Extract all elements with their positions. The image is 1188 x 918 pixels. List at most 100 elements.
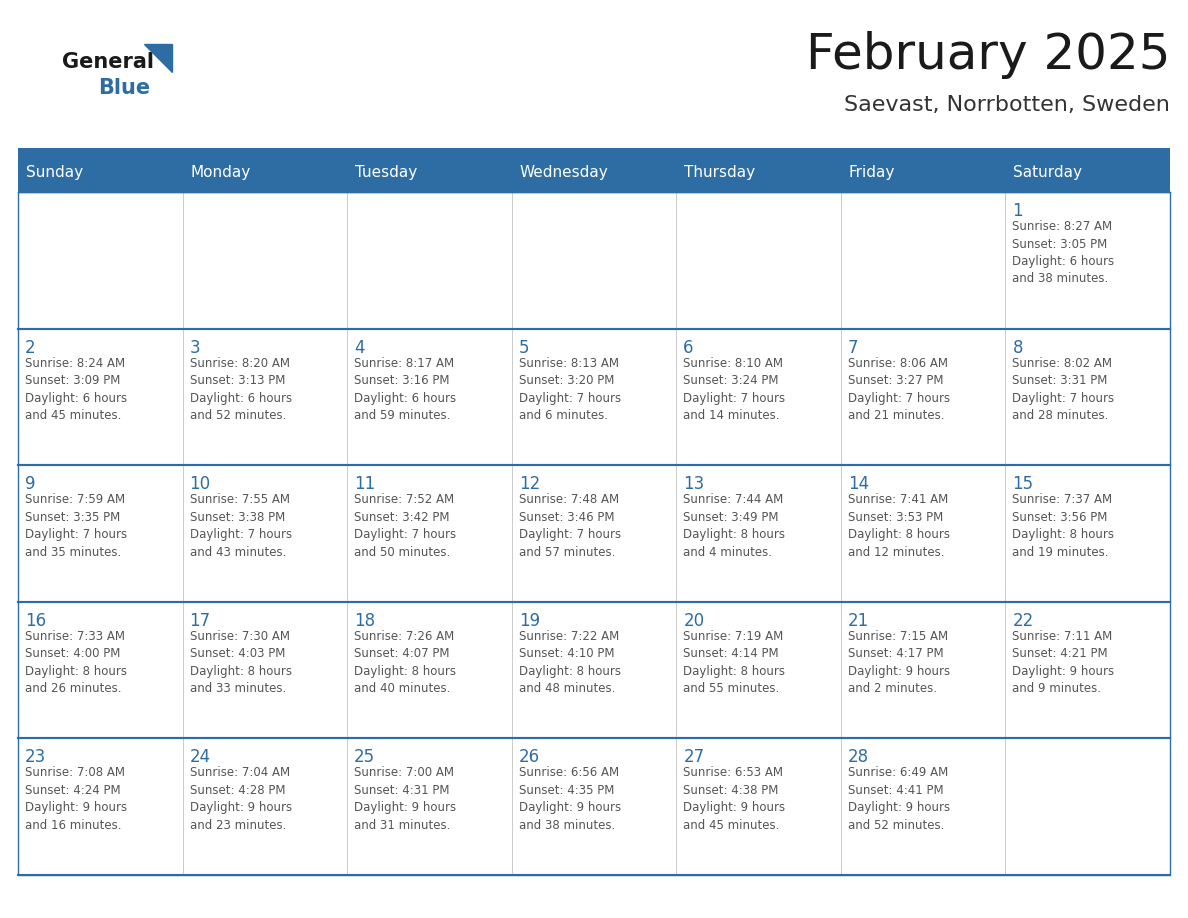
- Bar: [676, 154, 841, 192]
- Bar: [18, 738, 183, 875]
- Bar: [676, 329, 841, 465]
- Bar: [18, 192, 183, 329]
- Text: Sunrise: 8:20 AM
Sunset: 3:13 PM
Daylight: 6 hours
and 52 minutes.: Sunrise: 8:20 AM Sunset: 3:13 PM Dayligh…: [190, 356, 292, 422]
- Text: Sunrise: 7:08 AM
Sunset: 4:24 PM
Daylight: 9 hours
and 16 minutes.: Sunrise: 7:08 AM Sunset: 4:24 PM Dayligh…: [25, 767, 127, 832]
- Bar: [1005, 602, 1170, 738]
- Text: Sunrise: 7:30 AM
Sunset: 4:03 PM
Daylight: 8 hours
and 33 minutes.: Sunrise: 7:30 AM Sunset: 4:03 PM Dayligh…: [190, 630, 291, 695]
- Bar: [347, 192, 512, 329]
- Text: 8: 8: [1012, 339, 1023, 356]
- Text: Saevast, Norrbotten, Sweden: Saevast, Norrbotten, Sweden: [845, 95, 1170, 115]
- Text: Sunrise: 7:15 AM
Sunset: 4:17 PM
Daylight: 9 hours
and 2 minutes.: Sunrise: 7:15 AM Sunset: 4:17 PM Dayligh…: [848, 630, 950, 695]
- Bar: [676, 192, 841, 329]
- Text: 22: 22: [1012, 611, 1034, 630]
- Text: Saturday: Saturday: [1013, 165, 1082, 181]
- Bar: [18, 602, 183, 738]
- Text: 18: 18: [354, 611, 375, 630]
- Bar: [18, 148, 1170, 154]
- Bar: [1005, 329, 1170, 465]
- Text: Sunrise: 7:33 AM
Sunset: 4:00 PM
Daylight: 8 hours
and 26 minutes.: Sunrise: 7:33 AM Sunset: 4:00 PM Dayligh…: [25, 630, 127, 695]
- Text: 6: 6: [683, 339, 694, 356]
- Text: 7: 7: [848, 339, 859, 356]
- Text: Sunrise: 7:48 AM
Sunset: 3:46 PM
Daylight: 7 hours
and 57 minutes.: Sunrise: 7:48 AM Sunset: 3:46 PM Dayligh…: [519, 493, 621, 559]
- Text: Sunrise: 7:11 AM
Sunset: 4:21 PM
Daylight: 9 hours
and 9 minutes.: Sunrise: 7:11 AM Sunset: 4:21 PM Dayligh…: [1012, 630, 1114, 695]
- Text: General: General: [62, 52, 154, 72]
- Text: Sunrise: 8:13 AM
Sunset: 3:20 PM
Daylight: 7 hours
and 6 minutes.: Sunrise: 8:13 AM Sunset: 3:20 PM Dayligh…: [519, 356, 621, 422]
- Bar: [1005, 154, 1170, 192]
- Text: Sunrise: 8:06 AM
Sunset: 3:27 PM
Daylight: 7 hours
and 21 minutes.: Sunrise: 8:06 AM Sunset: 3:27 PM Dayligh…: [848, 356, 950, 422]
- Text: Thursday: Thursday: [684, 165, 756, 181]
- Bar: [1005, 192, 1170, 329]
- Bar: [18, 192, 1170, 875]
- Bar: [512, 738, 676, 875]
- Text: 25: 25: [354, 748, 375, 767]
- Text: 16: 16: [25, 611, 46, 630]
- Bar: [183, 154, 347, 192]
- Text: 4: 4: [354, 339, 365, 356]
- Text: 10: 10: [190, 476, 210, 493]
- Text: 27: 27: [683, 748, 704, 767]
- Bar: [183, 329, 347, 465]
- Text: Sunrise: 7:19 AM
Sunset: 4:14 PM
Daylight: 8 hours
and 55 minutes.: Sunrise: 7:19 AM Sunset: 4:14 PM Dayligh…: [683, 630, 785, 695]
- Bar: [347, 602, 512, 738]
- Text: February 2025: February 2025: [805, 31, 1170, 79]
- Text: Sunrise: 6:49 AM
Sunset: 4:41 PM
Daylight: 9 hours
and 52 minutes.: Sunrise: 6:49 AM Sunset: 4:41 PM Dayligh…: [848, 767, 950, 832]
- Text: Sunrise: 6:53 AM
Sunset: 4:38 PM
Daylight: 9 hours
and 45 minutes.: Sunrise: 6:53 AM Sunset: 4:38 PM Dayligh…: [683, 767, 785, 832]
- Bar: [841, 192, 1005, 329]
- Text: Sunrise: 6:56 AM
Sunset: 4:35 PM
Daylight: 9 hours
and 38 minutes.: Sunrise: 6:56 AM Sunset: 4:35 PM Dayligh…: [519, 767, 621, 832]
- Text: Sunrise: 8:24 AM
Sunset: 3:09 PM
Daylight: 6 hours
and 45 minutes.: Sunrise: 8:24 AM Sunset: 3:09 PM Dayligh…: [25, 356, 127, 422]
- Text: Sunrise: 8:27 AM
Sunset: 3:05 PM
Daylight: 6 hours
and 38 minutes.: Sunrise: 8:27 AM Sunset: 3:05 PM Dayligh…: [1012, 220, 1114, 285]
- Text: 26: 26: [519, 748, 539, 767]
- Text: 13: 13: [683, 476, 704, 493]
- Bar: [347, 154, 512, 192]
- Bar: [183, 192, 347, 329]
- Bar: [676, 602, 841, 738]
- Bar: [676, 738, 841, 875]
- Text: 19: 19: [519, 611, 539, 630]
- Bar: [676, 465, 841, 602]
- Bar: [1005, 465, 1170, 602]
- Bar: [347, 738, 512, 875]
- Text: 24: 24: [190, 748, 210, 767]
- Bar: [841, 738, 1005, 875]
- Bar: [841, 465, 1005, 602]
- Text: 12: 12: [519, 476, 541, 493]
- Text: Sunrise: 7:55 AM
Sunset: 3:38 PM
Daylight: 7 hours
and 43 minutes.: Sunrise: 7:55 AM Sunset: 3:38 PM Dayligh…: [190, 493, 292, 559]
- Bar: [841, 329, 1005, 465]
- Text: 17: 17: [190, 611, 210, 630]
- Text: Sunrise: 7:37 AM
Sunset: 3:56 PM
Daylight: 8 hours
and 19 minutes.: Sunrise: 7:37 AM Sunset: 3:56 PM Dayligh…: [1012, 493, 1114, 559]
- Text: Sunrise: 7:26 AM
Sunset: 4:07 PM
Daylight: 8 hours
and 40 minutes.: Sunrise: 7:26 AM Sunset: 4:07 PM Dayligh…: [354, 630, 456, 695]
- Text: Sunrise: 7:00 AM
Sunset: 4:31 PM
Daylight: 9 hours
and 31 minutes.: Sunrise: 7:00 AM Sunset: 4:31 PM Dayligh…: [354, 767, 456, 832]
- Text: Sunrise: 7:59 AM
Sunset: 3:35 PM
Daylight: 7 hours
and 35 minutes.: Sunrise: 7:59 AM Sunset: 3:35 PM Dayligh…: [25, 493, 127, 559]
- Text: Wednesday: Wednesday: [519, 165, 608, 181]
- Text: Sunday: Sunday: [26, 165, 83, 181]
- Text: 23: 23: [25, 748, 46, 767]
- Bar: [183, 738, 347, 875]
- Bar: [841, 154, 1005, 192]
- Bar: [347, 329, 512, 465]
- Bar: [18, 154, 183, 192]
- Text: Sunrise: 7:41 AM
Sunset: 3:53 PM
Daylight: 8 hours
and 12 minutes.: Sunrise: 7:41 AM Sunset: 3:53 PM Dayligh…: [848, 493, 950, 559]
- Bar: [512, 154, 676, 192]
- Bar: [1005, 738, 1170, 875]
- Bar: [18, 465, 183, 602]
- Polygon shape: [144, 44, 172, 72]
- Text: 3: 3: [190, 339, 201, 356]
- Text: 28: 28: [848, 748, 868, 767]
- Text: Sunrise: 7:04 AM
Sunset: 4:28 PM
Daylight: 9 hours
and 23 minutes.: Sunrise: 7:04 AM Sunset: 4:28 PM Dayligh…: [190, 767, 292, 832]
- Bar: [512, 602, 676, 738]
- Text: 2: 2: [25, 339, 36, 356]
- Text: Sunrise: 7:44 AM
Sunset: 3:49 PM
Daylight: 8 hours
and 4 minutes.: Sunrise: 7:44 AM Sunset: 3:49 PM Dayligh…: [683, 493, 785, 559]
- Bar: [183, 465, 347, 602]
- Bar: [512, 329, 676, 465]
- Text: 11: 11: [354, 476, 375, 493]
- Text: 14: 14: [848, 476, 868, 493]
- Bar: [512, 465, 676, 602]
- Text: Friday: Friday: [849, 165, 896, 181]
- Text: Sunrise: 8:10 AM
Sunset: 3:24 PM
Daylight: 7 hours
and 14 minutes.: Sunrise: 8:10 AM Sunset: 3:24 PM Dayligh…: [683, 356, 785, 422]
- Text: 20: 20: [683, 611, 704, 630]
- Text: 5: 5: [519, 339, 529, 356]
- Text: 1: 1: [1012, 202, 1023, 220]
- Bar: [183, 602, 347, 738]
- Text: Tuesday: Tuesday: [355, 165, 417, 181]
- Text: Sunrise: 7:22 AM
Sunset: 4:10 PM
Daylight: 8 hours
and 48 minutes.: Sunrise: 7:22 AM Sunset: 4:10 PM Dayligh…: [519, 630, 620, 695]
